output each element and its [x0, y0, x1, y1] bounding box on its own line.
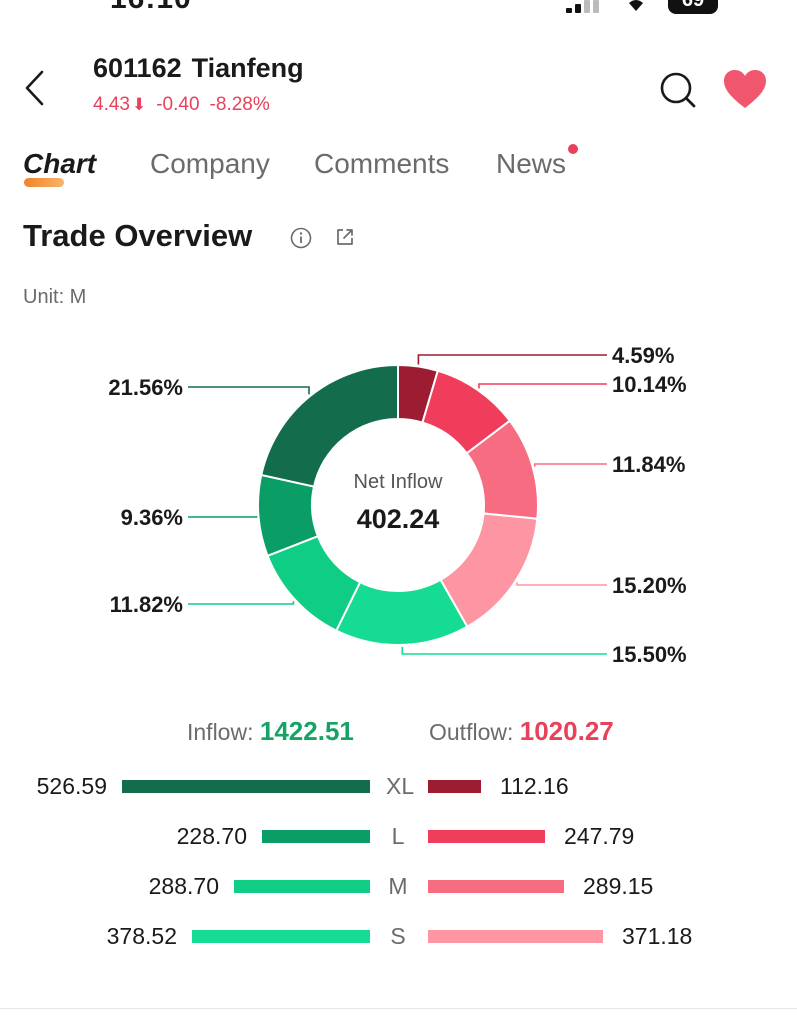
stock-name: Tianfeng [191, 53, 304, 83]
outflow-bar [428, 880, 564, 893]
stock-price: 4.43 [93, 94, 130, 115]
tab-company[interactable]: Company [150, 148, 270, 179]
stock-change-pct: -8.28% [209, 94, 270, 115]
share-icon[interactable] [334, 226, 356, 248]
flow-row-xl: 526.59 XL 112.16 [0, 764, 797, 804]
flow-row-m: 288.70 M 289.15 [0, 864, 797, 904]
signal-icon [566, 0, 599, 13]
slice-percent-label: 11.82% [110, 592, 183, 617]
outflow-summary: Outflow: 1020.27 [429, 716, 614, 747]
slice-percent-label: 11.84% [612, 452, 685, 477]
wifi-icon [629, 0, 643, 11]
leader-line [516, 582, 607, 586]
bottom-divider [0, 1008, 797, 1009]
tab-news[interactable]: News [496, 148, 567, 179]
stock-code: 601162 [93, 53, 182, 83]
down-arrow-icon: ⬇ [131, 95, 147, 114]
donut-center-value: 402.24 [357, 504, 440, 534]
outflow-bar [428, 830, 545, 843]
outflow-bar [428, 780, 481, 793]
battery-icon: 69 [668, 0, 718, 14]
tab-comments[interactable]: Comments [314, 148, 450, 179]
stock-title: 601162 Tianfeng [93, 53, 304, 84]
outflow-value: 112.16 [500, 773, 569, 799]
outflow-value: 247.79 [564, 823, 635, 849]
outflow-total: 1020.27 [519, 716, 614, 746]
leader-line [401, 646, 607, 655]
inflow-value: 526.59 [36, 773, 107, 799]
flow-row-l: 228.70 L 247.79 [0, 814, 797, 854]
donut-center-label: Net Inflow [354, 471, 443, 493]
size-label: S [390, 923, 406, 949]
inflow-total: 1422.51 [259, 716, 354, 746]
stock-change: -0.40 [156, 94, 200, 115]
info-icon[interactable] [290, 227, 312, 249]
flow-row-s: 378.52 S 371.18 [0, 914, 797, 954]
status-bar: 16:10 69 [0, 0, 797, 20]
net-inflow-donut-chart: 4.59% 10.14% 11.84% 15.20% 15.50% 11.82% 9.36%… [108, 343, 687, 667]
tab-bar: Chart Company Comments News [0, 148, 797, 198]
leader-line [188, 386, 310, 395]
leader-line [478, 383, 607, 389]
slice-percent-label: 9.36% [121, 505, 183, 530]
section-title: Trade Overview [23, 218, 253, 253]
inflow-summary: Inflow: 1422.51 [187, 716, 354, 747]
heart-icon[interactable] [722, 68, 768, 110]
inflow-value: 378.52 [106, 923, 177, 949]
slice-percent-label: 15.20% [612, 573, 687, 598]
size-label: M [388, 873, 408, 899]
status-time: 16:10 [110, 0, 192, 16]
slice-percent-label: 4.59% [612, 343, 674, 368]
outflow-value: 289.15 [583, 873, 654, 899]
stock-quote: 4.43 ⬇ -0.40 -8.28% [93, 94, 270, 116]
slice-percent-label: 21.56% [108, 375, 183, 400]
inflow-bar [192, 930, 370, 943]
active-tab-indicator [24, 178, 64, 187]
outflow-value: 371.18 [622, 923, 693, 949]
leader-line [188, 516, 258, 518]
inflow-value: 228.70 [176, 823, 247, 849]
leader-line [533, 463, 607, 467]
search-icon[interactable] [658, 70, 698, 110]
stock-header: 601162 Tianfeng 4.43 ⬇ -0.40 -8.28% [0, 40, 797, 130]
back-icon[interactable] [18, 68, 54, 108]
tab-chart[interactable]: Chart [23, 148, 97, 179]
leader-line [417, 354, 607, 365]
news-badge [568, 144, 578, 154]
inflow-value: 288.70 [148, 873, 219, 899]
unit-label: Unit: M [23, 286, 87, 308]
size-label: L [391, 823, 405, 849]
inflow-bar [234, 880, 370, 893]
slice-percent-label: 15.50% [612, 642, 687, 667]
size-label: XL [386, 773, 415, 799]
outflow-label: Outflow: [429, 719, 514, 745]
donut-slice-in-xl [260, 363, 399, 488]
inflow-label: Inflow: [187, 719, 254, 745]
slice-percent-label: 10.14% [612, 372, 687, 397]
battery-level: 69 [681, 0, 705, 11]
inflow-bar [122, 780, 370, 793]
inflow-bar [262, 830, 370, 843]
leader-line [188, 601, 295, 605]
outflow-bar [428, 930, 603, 943]
